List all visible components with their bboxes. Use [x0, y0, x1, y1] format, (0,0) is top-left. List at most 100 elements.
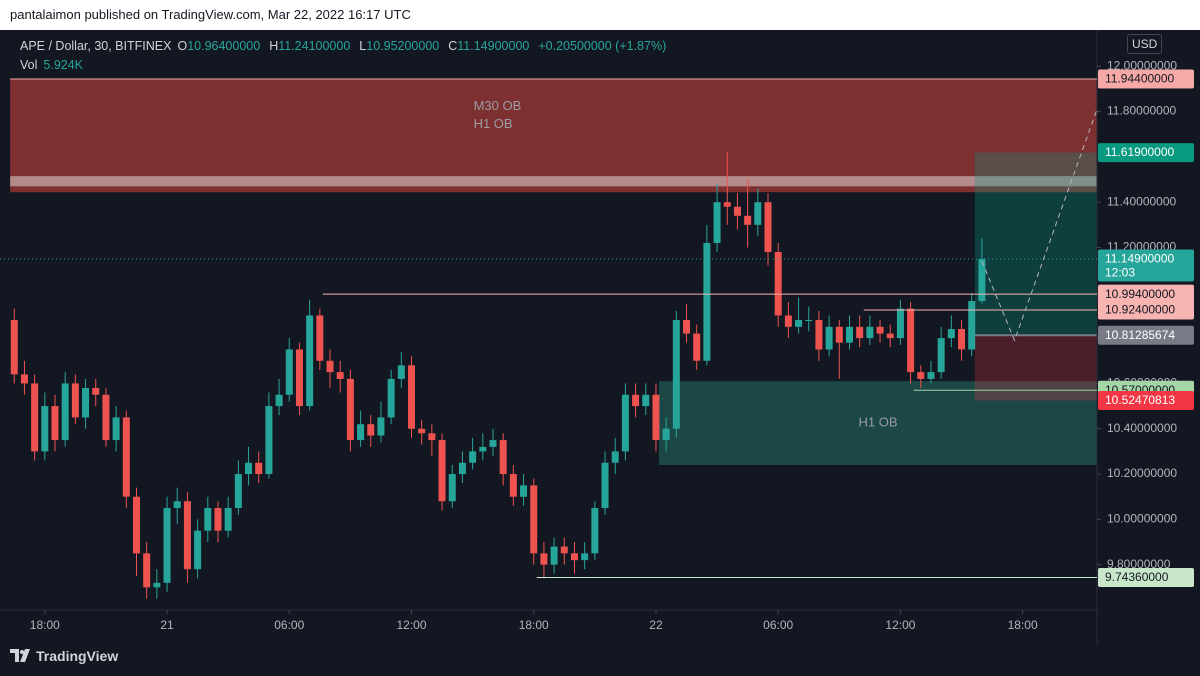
- ohlc-key: C: [448, 39, 458, 53]
- y-tick-label: 10.40000000: [1107, 421, 1177, 435]
- y-tick-label: 10.00000000: [1107, 512, 1177, 526]
- candle-body: [458, 462, 466, 475]
- zone-label: H1 OB: [858, 415, 897, 430]
- ohlc: O10.96400000 H11.24100000 L10.95200000 C11.…: [177, 39, 538, 53]
- candle-body: [448, 474, 456, 502]
- candle-body: [132, 496, 140, 554]
- change: +0.20500000 (+1.87%): [538, 39, 667, 53]
- candle-body: [896, 308, 904, 339]
- candle-body: [805, 320, 813, 321]
- candle-body: [71, 383, 79, 418]
- candle-body: [61, 383, 69, 441]
- candle-body: [520, 485, 528, 497]
- candle-body: [214, 508, 222, 531]
- price-badge: [1098, 249, 1194, 282]
- candle-body: [306, 315, 314, 407]
- position-profit: [974, 152, 1097, 336]
- price-badge-label: 9.74360000: [1105, 570, 1169, 584]
- brand-name: TradingView: [36, 648, 119, 664]
- candle-body: [438, 440, 446, 502]
- candle-body: [652, 394, 660, 441]
- price-badge: [1098, 284, 1194, 304]
- candle-body: [550, 546, 558, 565]
- publisher-bar: pantalaimon published on TradingView.com…: [0, 0, 1200, 30]
- candle-body: [733, 206, 741, 216]
- candle-body: [509, 474, 517, 497]
- candle-body: [479, 446, 487, 452]
- candle-body: [326, 360, 334, 373]
- candle-body: [408, 365, 416, 429]
- candle-body: [570, 553, 578, 561]
- candle-body: [112, 417, 120, 441]
- legend: APE / Dollar, 30, BITFINEX O10.96400000 H1…: [20, 37, 675, 75]
- candle-body: [937, 338, 945, 373]
- candle-body: [530, 485, 538, 554]
- y-tick-label: 9.80000000: [1107, 557, 1171, 571]
- candle-body: [621, 394, 629, 452]
- candle-body: [744, 215, 752, 225]
- price-badge-label: 10.92400000: [1105, 303, 1175, 317]
- ohlc-value: 11.14900000: [457, 39, 530, 53]
- candle-body: [224, 508, 232, 531]
- candle-body: [540, 553, 548, 565]
- candle-body: [795, 320, 803, 327]
- ohlc-key: H: [269, 39, 279, 53]
- candle-body: [102, 394, 110, 441]
- x-tick-label: 21: [160, 618, 174, 632]
- candle-body: [876, 326, 884, 334]
- candle-body: [194, 530, 202, 570]
- candle-body: [265, 406, 273, 475]
- candle-body: [601, 462, 609, 509]
- candle-body: [469, 451, 477, 463]
- candle-body: [357, 424, 365, 441]
- price-badge-label: 11.61900000: [1105, 145, 1175, 159]
- y-tick-label: 12.00000000: [1107, 58, 1177, 72]
- candle-body: [662, 428, 670, 441]
- candle-body: [499, 440, 507, 475]
- candle-body: [591, 508, 599, 554]
- symbol: APE / Dollar, 30, BITFINEX: [20, 39, 172, 53]
- candle-body: [51, 406, 59, 441]
- y-tick-label: 11.80000000: [1107, 104, 1177, 118]
- position-loss: [974, 335, 1097, 401]
- candle-body: [255, 462, 263, 475]
- candle-body: [92, 387, 100, 395]
- brand-logo: [10, 649, 30, 662]
- candle-body: [204, 508, 212, 531]
- candle-body: [397, 365, 405, 379]
- x-tick-label: 12:00: [396, 618, 426, 632]
- candle-body: [754, 202, 762, 225]
- candle-body: [611, 451, 619, 463]
- candle-body: [835, 326, 843, 343]
- zone-band: [10, 176, 1098, 187]
- candle-body: [367, 424, 375, 436]
- candle-body: [581, 553, 589, 561]
- candle-body: [968, 300, 976, 350]
- price-badge-countdown: 12:03: [1105, 266, 1135, 280]
- candle-body: [387, 378, 395, 418]
- price-badge: [1098, 567, 1194, 587]
- candle-body: [947, 329, 955, 339]
- candle-body: [693, 333, 701, 361]
- currency-button[interactable]: USD: [1127, 34, 1163, 54]
- candle-body: [336, 372, 344, 379]
- candle-body: [845, 326, 853, 343]
- volume-label: Vol: [20, 58, 38, 72]
- x-tick-label: 18:00: [1008, 618, 1038, 632]
- candle-body: [784, 315, 792, 327]
- zone-label: M30 OB: [474, 98, 522, 113]
- candle-body: [815, 320, 823, 350]
- projection: [981, 109, 1098, 342]
- ohlc-key: O: [177, 39, 188, 53]
- x-tick-label: 22: [649, 618, 663, 632]
- price-badge: [1098, 390, 1194, 410]
- brand: TradingView: [10, 648, 118, 664]
- x-tick-label: 12:00: [885, 618, 915, 632]
- price-badge: [1098, 143, 1194, 163]
- candle-body: [825, 326, 833, 350]
- ohlc-value: 11.24100000: [278, 39, 351, 53]
- price-badge: [1098, 69, 1194, 89]
- price-badge-label: 10.81285674: [1105, 328, 1175, 342]
- price-badge-label: 10.99400000: [1105, 287, 1175, 301]
